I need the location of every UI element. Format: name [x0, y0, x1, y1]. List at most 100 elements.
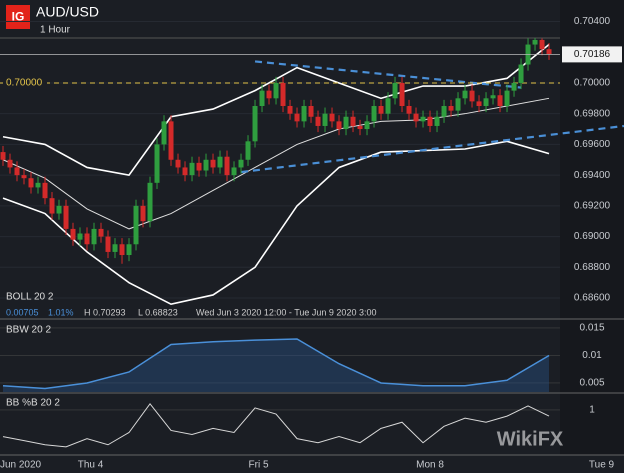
candle-body: [504, 90, 510, 106]
candle-body: [273, 82, 279, 99]
trendline: [240, 124, 624, 174]
candle-body: [182, 167, 188, 176]
y-tick-label: 0.70000: [574, 78, 611, 89]
candle-body: [140, 205, 146, 222]
candle-body: [336, 121, 342, 130]
candle-body: [343, 116, 349, 130]
candle-body: [308, 106, 314, 117]
chart-subtitle: 1 Hour: [40, 25, 71, 36]
candle-body: [105, 236, 111, 252]
candle-body: [462, 90, 468, 99]
y-tick-label: 0.69600: [574, 139, 611, 150]
candle-body: [322, 113, 328, 126]
legend-label: BOLL 20 2: [6, 292, 54, 303]
candle-body: [294, 113, 300, 122]
candle-body: [231, 167, 237, 176]
candle-body: [245, 141, 251, 160]
candle-body: [112, 244, 118, 252]
x-tick-label: Fri 5: [249, 460, 269, 471]
price-axis: [560, 0, 624, 455]
logo-text: IG: [12, 10, 25, 24]
candle-body: [210, 159, 216, 168]
info-text: 0.00705: [6, 307, 39, 317]
candle-body: [77, 233, 83, 240]
candle-body: [287, 106, 293, 114]
logo: [6, 5, 30, 29]
candle-body: [364, 121, 370, 130]
candle-body: [161, 121, 167, 145]
candle-body: [357, 125, 363, 130]
candle-body: [21, 175, 27, 179]
x-tick-label: Tue 9: [589, 460, 615, 471]
candle-body: [266, 90, 272, 99]
bbw-line: [2, 338, 550, 390]
info-text: Wed Jun 3 2020 12:00 - Tue Jun 9 2020 3:…: [196, 307, 376, 317]
candle-body: [378, 106, 384, 114]
candle-body: [420, 116, 426, 122]
x-tick-label: Mon 8: [416, 460, 444, 471]
info-text: 1.01%: [48, 307, 74, 317]
y-tick-label: 0.69200: [574, 200, 611, 211]
candle-body: [539, 39, 545, 50]
info-text: H 0.70293: [84, 307, 126, 317]
candle-body: [91, 228, 97, 245]
candle-body: [147, 182, 153, 222]
chart-title: AUD/USD: [36, 4, 99, 20]
trendline: [254, 60, 522, 89]
candle-body: [217, 156, 223, 168]
bbw-fill: [3, 338, 550, 392]
last-price-label: 0.70186: [574, 49, 611, 60]
candle-body: [252, 106, 258, 142]
candle-body: [0, 152, 6, 160]
candle-body: [259, 90, 265, 106]
info-text: L 0.68823: [138, 307, 178, 317]
panel-legend: BB %B 20 2: [6, 398, 60, 409]
candle-body: [56, 205, 62, 214]
candle-body: [7, 159, 13, 168]
candle-body: [98, 228, 104, 237]
y-tick-label: 0.015: [579, 323, 604, 334]
candle-body: [413, 113, 419, 122]
candle-body: [35, 182, 41, 188]
candle-body: [483, 98, 489, 106]
candle-body: [301, 106, 307, 122]
candle-body: [350, 116, 356, 126]
candle-body: [224, 156, 230, 176]
candle-body: [84, 233, 90, 245]
candle-body: [455, 98, 461, 111]
candle-body: [49, 198, 55, 214]
last-price-box: [562, 46, 622, 63]
y-tick-label: 0.005: [579, 378, 604, 389]
x-tick-label: Thu 4: [78, 460, 104, 471]
candle-body: [399, 82, 405, 106]
candle-body: [476, 101, 482, 106]
candle-body: [189, 162, 195, 176]
candle-body: [511, 82, 517, 91]
candle-body: [175, 159, 181, 168]
candle-body: [119, 244, 125, 256]
y-tick-label: 1: [589, 405, 595, 416]
level-label: 0.70000: [6, 78, 43, 89]
candle-body: [448, 106, 454, 111]
y-tick-label: 0.68800: [574, 262, 611, 273]
candle-body: [42, 182, 48, 199]
y-tick-label: 0.68600: [574, 293, 611, 304]
candle-body: [518, 64, 524, 83]
candle-body: [434, 116, 440, 126]
y-tick-label: 0.69400: [574, 170, 611, 181]
candle-body: [14, 167, 20, 176]
candle-body: [392, 82, 398, 99]
candle-body: [406, 106, 412, 114]
bollinger-band: [2, 140, 550, 306]
y-tick-label: 0.70400: [574, 16, 611, 27]
candle-body: [28, 178, 34, 188]
candle-body: [168, 121, 174, 160]
candle-body: [490, 95, 496, 99]
candle-body: [469, 90, 475, 102]
candle-body: [203, 159, 209, 171]
candle-body: [546, 49, 552, 55]
y-tick-label: 0.69800: [574, 108, 611, 119]
candle-body: [315, 116, 321, 126]
level-label-box: [3, 75, 47, 90]
